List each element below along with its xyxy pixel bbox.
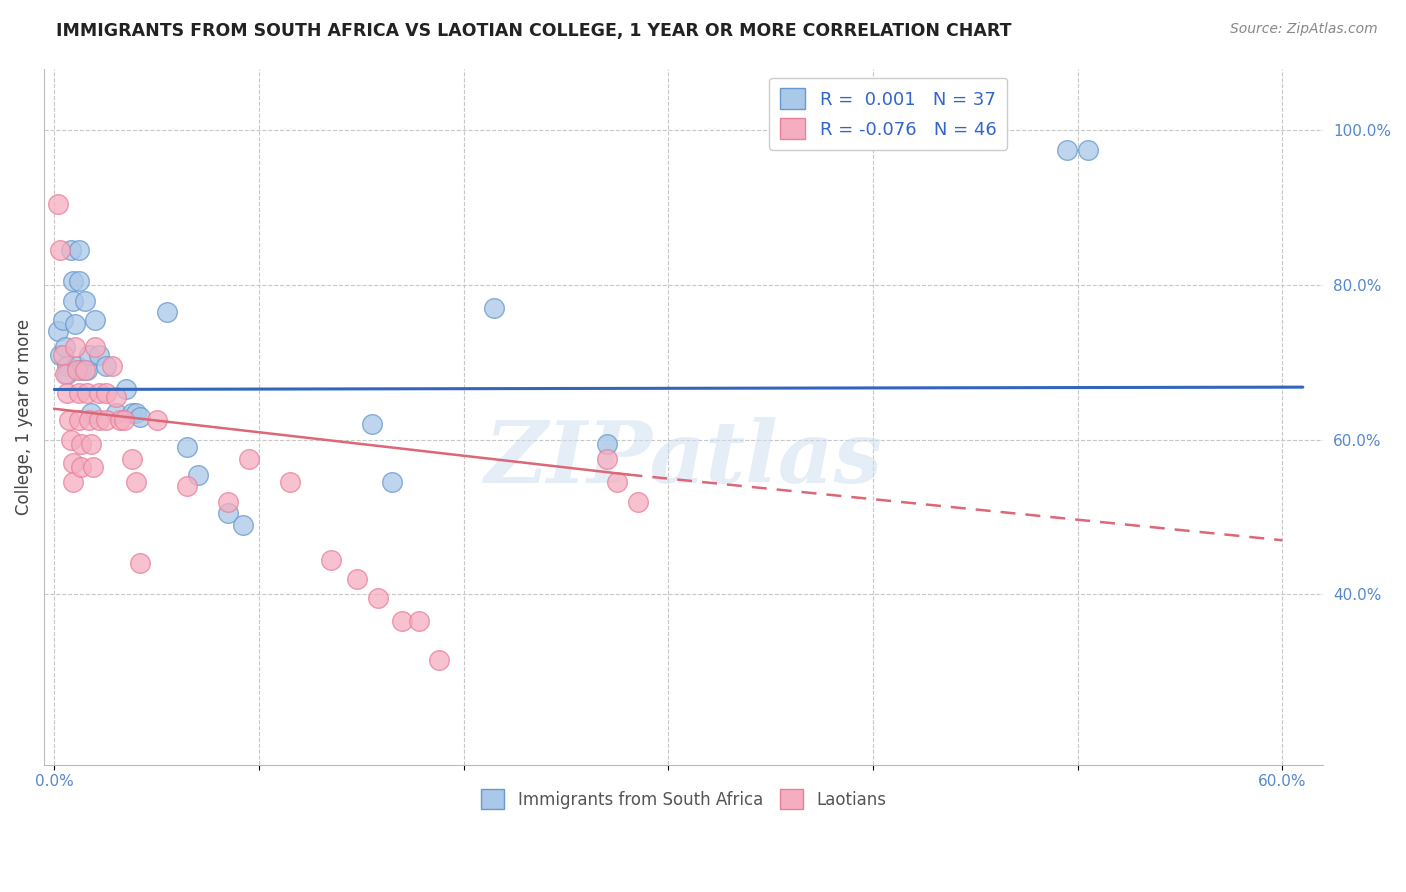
Point	[176, 441, 198, 455]
Point	[53, 340, 76, 354]
Point	[217, 494, 239, 508]
Point	[427, 653, 450, 667]
Point	[89, 386, 111, 401]
Point	[112, 413, 135, 427]
Point	[59, 433, 82, 447]
Point	[73, 363, 96, 377]
Point	[319, 552, 342, 566]
Point	[89, 413, 111, 427]
Point	[76, 363, 98, 377]
Point	[627, 494, 650, 508]
Point	[346, 572, 368, 586]
Point	[62, 475, 84, 490]
Point	[360, 417, 382, 432]
Point	[51, 313, 73, 327]
Point	[80, 406, 103, 420]
Point	[108, 413, 131, 427]
Point	[367, 591, 389, 606]
Point	[145, 413, 167, 427]
Point	[67, 244, 90, 258]
Point	[55, 359, 77, 374]
Point	[121, 452, 143, 467]
Point	[58, 413, 80, 427]
Point	[70, 436, 93, 450]
Point	[115, 383, 138, 397]
Point	[94, 359, 117, 374]
Text: IMMIGRANTS FROM SOUTH AFRICA VS LAOTIAN COLLEGE, 1 YEAR OR MORE CORRELATION CHAR: IMMIGRANTS FROM SOUTH AFRICA VS LAOTIAN …	[56, 22, 1012, 40]
Point	[76, 386, 98, 401]
Point	[125, 406, 148, 420]
Point	[49, 244, 72, 258]
Point	[62, 274, 84, 288]
Point	[62, 456, 84, 470]
Point	[1056, 143, 1078, 157]
Point	[77, 348, 100, 362]
Point	[84, 313, 107, 327]
Point	[381, 475, 404, 490]
Point	[596, 436, 619, 450]
Point	[100, 359, 122, 374]
Y-axis label: College, 1 year or more: College, 1 year or more	[15, 318, 32, 515]
Point	[1077, 143, 1099, 157]
Point	[80, 436, 103, 450]
Point	[49, 348, 72, 362]
Point	[55, 386, 77, 401]
Point	[62, 293, 84, 308]
Point	[232, 517, 254, 532]
Point	[391, 615, 413, 629]
Point	[59, 244, 82, 258]
Point	[94, 413, 117, 427]
Point	[176, 479, 198, 493]
Point	[51, 348, 73, 362]
Legend: Immigrants from South Africa, Laotians: Immigrants from South Africa, Laotians	[474, 783, 893, 815]
Point	[63, 340, 86, 354]
Point	[125, 475, 148, 490]
Point	[596, 452, 619, 467]
Point	[84, 340, 107, 354]
Point	[70, 459, 93, 474]
Point	[484, 301, 506, 316]
Point	[73, 293, 96, 308]
Point	[104, 390, 127, 404]
Point	[82, 459, 104, 474]
Point	[606, 475, 628, 490]
Point	[67, 413, 90, 427]
Point	[187, 467, 209, 482]
Point	[156, 305, 179, 319]
Text: Source: ZipAtlas.com: Source: ZipAtlas.com	[1230, 22, 1378, 37]
Point	[89, 348, 111, 362]
Point	[67, 386, 90, 401]
Point	[53, 367, 76, 381]
Point	[77, 413, 100, 427]
Point	[408, 615, 430, 629]
Point	[48, 325, 70, 339]
Point	[238, 452, 260, 467]
Point	[70, 363, 93, 377]
Point	[66, 359, 89, 374]
Text: ZIPatlas: ZIPatlas	[485, 417, 883, 500]
Point	[129, 409, 152, 424]
Point	[55, 367, 77, 381]
Point	[63, 317, 86, 331]
Point	[217, 506, 239, 520]
Point	[278, 475, 301, 490]
Point	[67, 274, 90, 288]
Point	[94, 386, 117, 401]
Point	[104, 406, 127, 420]
Point	[121, 406, 143, 420]
Point	[48, 197, 70, 211]
Point	[66, 363, 89, 377]
Point	[129, 557, 152, 571]
